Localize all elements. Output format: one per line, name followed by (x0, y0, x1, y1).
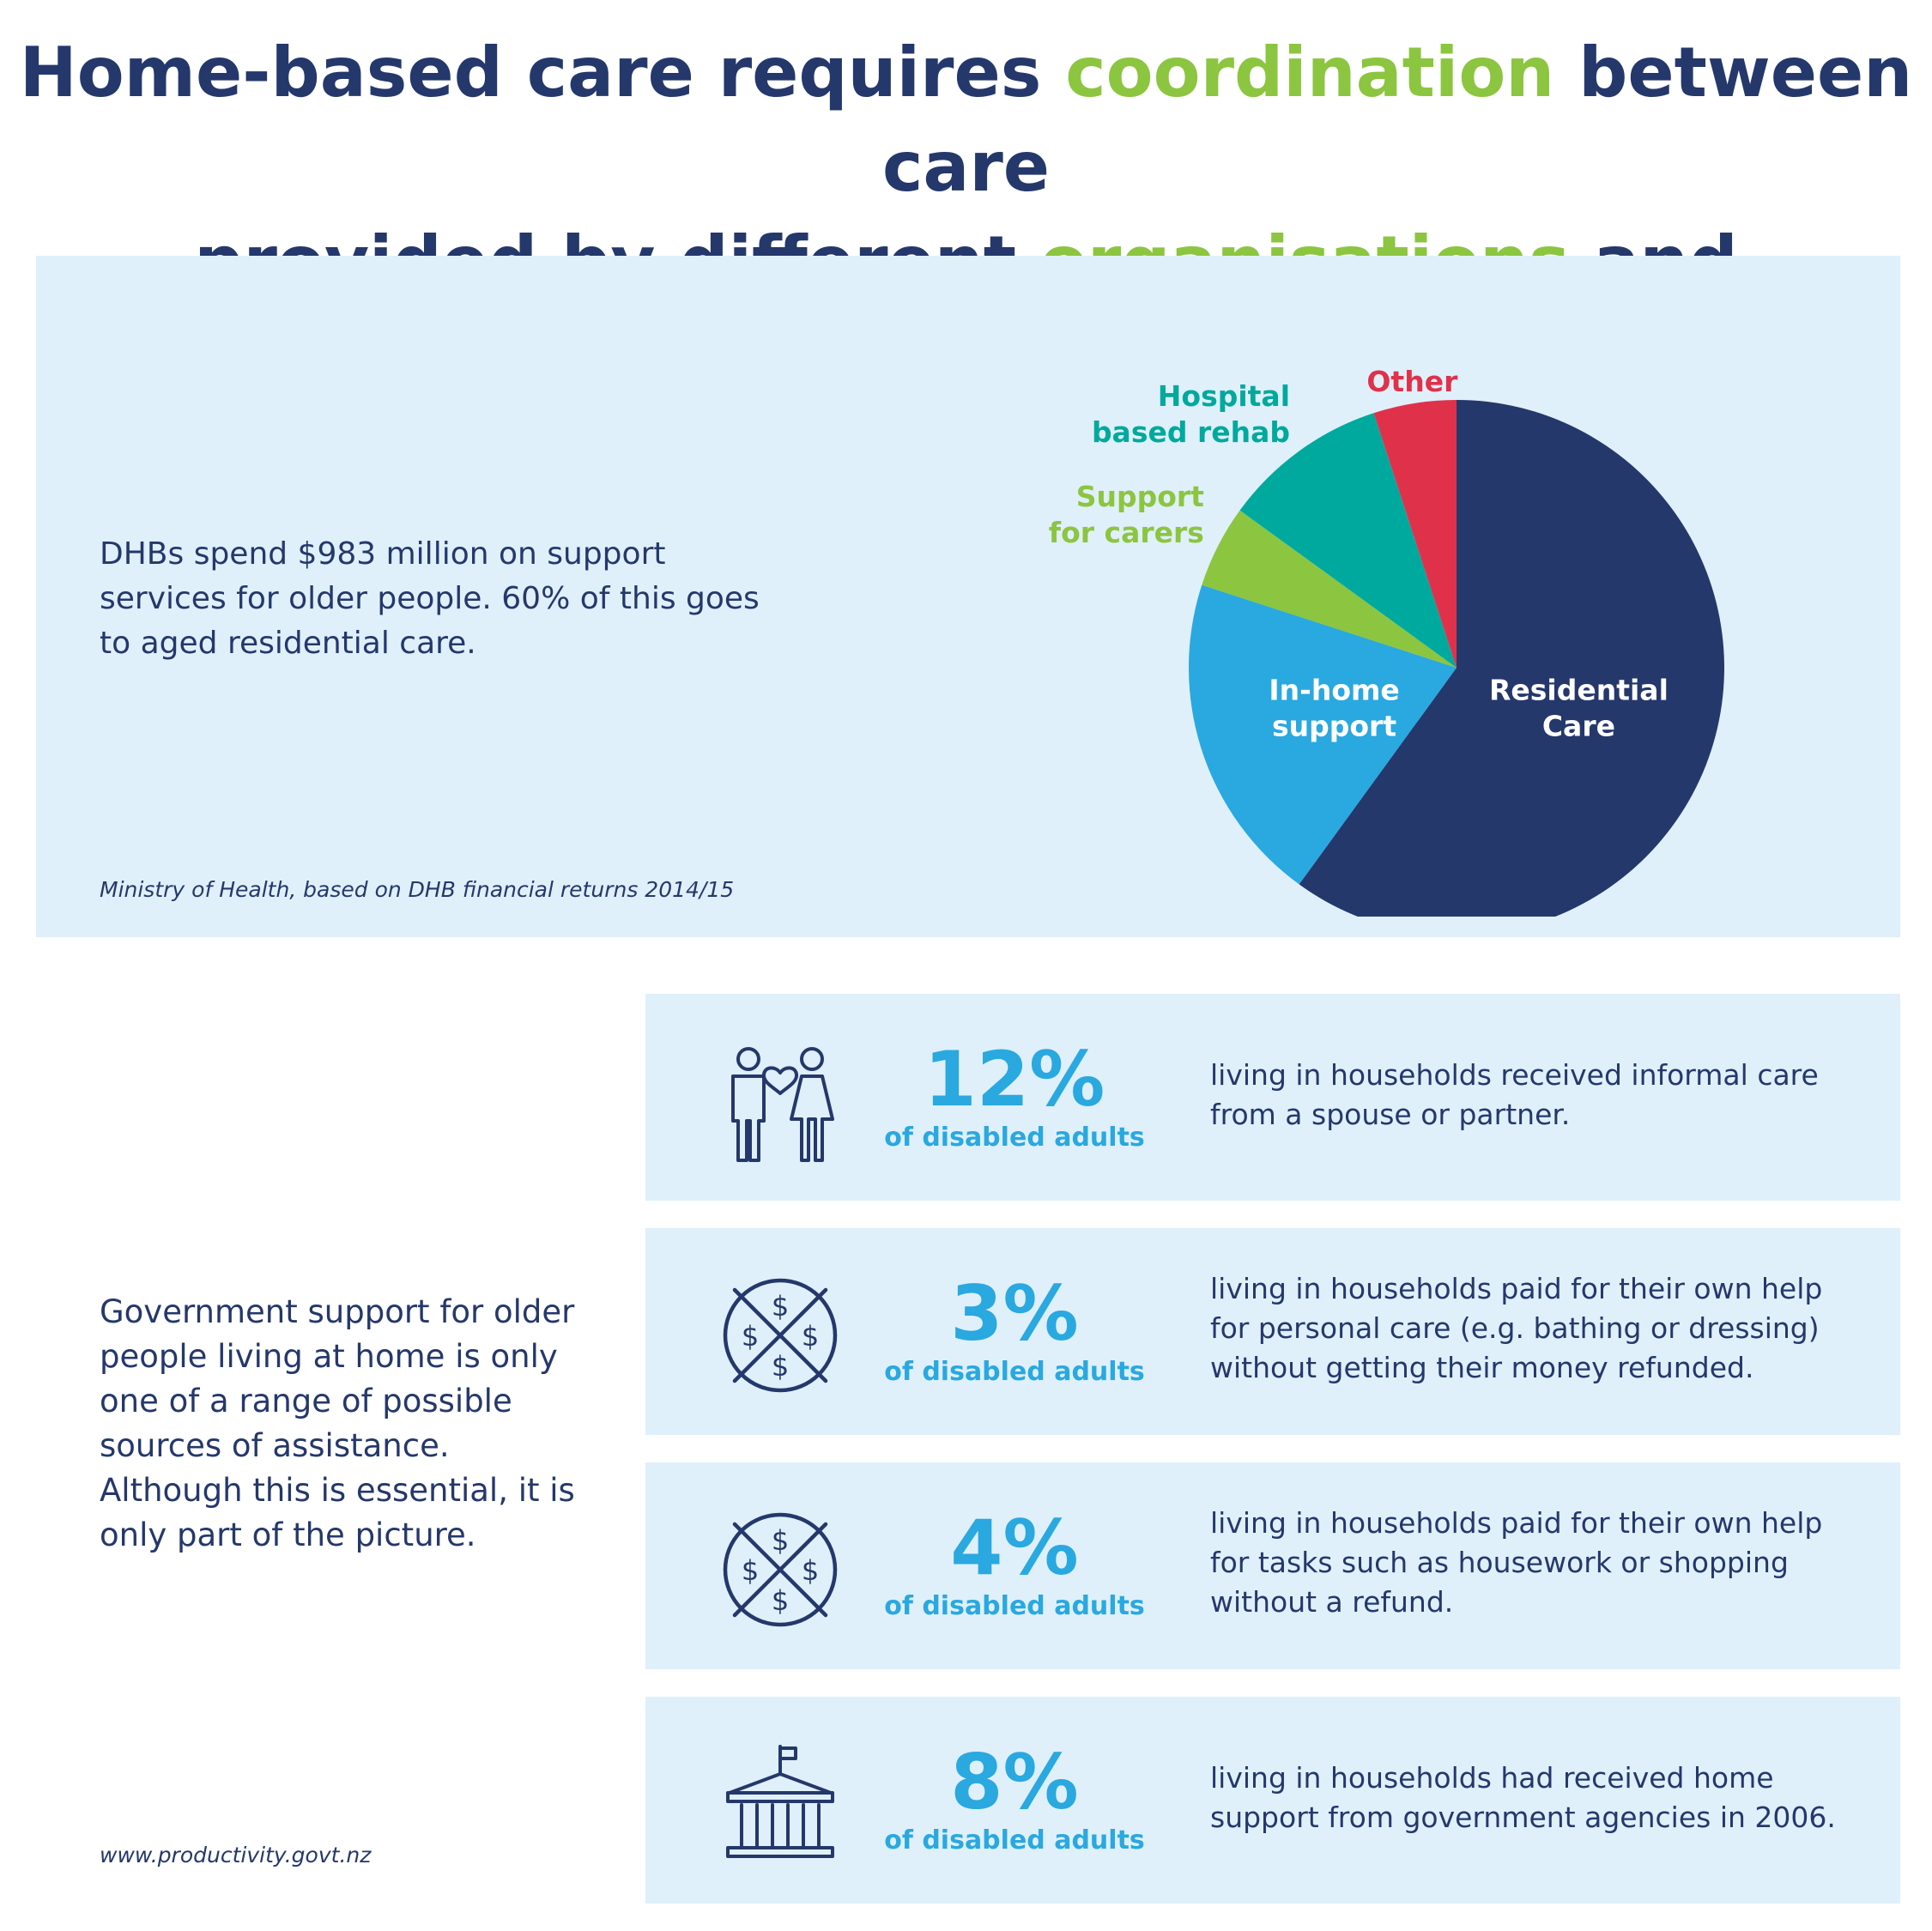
spending-pie-chart: Residential Care In-home support Support for … (1049, 365, 1724, 917)
pie-slice (1202, 510, 1457, 668)
svg-text:$: $ (772, 1290, 789, 1323)
stat-card-government-support: 8% of disabled adults living in househol… (645, 1697, 1900, 1904)
pie-slice-label: Other (1366, 365, 1458, 398)
title-highlight-coordination: coordination (1065, 33, 1555, 112)
dhb-spending-panel: DHBs spend $983 million on support servi… (36, 256, 1900, 937)
pie-slice (1373, 400, 1457, 668)
couple-icon (731, 1047, 834, 1162)
pie-slice-label: Hospital based rehab (1092, 379, 1290, 449)
title-part: Home-based care requires (19, 33, 1066, 112)
stat-percentage: 12% (924, 1035, 1105, 1123)
dhb-spending-text: DHBs spend $983 million on support servi… (100, 536, 760, 661)
government-building-icon (726, 1745, 834, 1858)
stat-percentage: 4% (950, 1504, 1079, 1592)
stat-card-spouse-care: 12% of disabled adults living in househo… (645, 994, 1900, 1201)
stat-percentage: 8% (950, 1738, 1079, 1826)
pie-slice-label: Support for carers (1049, 480, 1204, 549)
no-money-icon: $ $ $ $ (723, 1512, 838, 1627)
stat-subtitle: of disabled adults (884, 1825, 1145, 1855)
stat-description: living in households had received home s… (1210, 1761, 1836, 1834)
svg-text:$: $ (742, 1554, 759, 1587)
stat-description: living in households paid for their own … (1210, 1506, 1823, 1619)
svg-text:$: $ (772, 1350, 789, 1383)
stat-subtitle: of disabled adults (884, 1591, 1145, 1621)
stat-card-personal-care: $ $ $ $ 3% of disabled adults living in … (645, 1228, 1900, 1435)
svg-text:$: $ (802, 1554, 819, 1587)
stat-card-housework: $ $ $ $ 4% of disabled adults living in … (645, 1462, 1900, 1669)
svg-text:$: $ (772, 1524, 789, 1557)
stat-description: living in households received informal c… (1210, 1058, 1819, 1131)
svg-text:$: $ (802, 1320, 819, 1353)
no-money-icon: $ $ $ $ (723, 1278, 838, 1393)
government-support-text: Government support for older people livi… (100, 1293, 575, 1553)
pie-slice-label: Residential Care (1489, 673, 1669, 742)
svg-text:$: $ (742, 1320, 759, 1353)
stat-description: living in households paid for their own … (1210, 1272, 1823, 1384)
stat-subtitle: of disabled adults (884, 1123, 1145, 1153)
pie-slice-label: In-home support (1269, 673, 1399, 742)
pie-slice (1189, 584, 1457, 885)
stat-subtitle: of disabled adults (884, 1357, 1145, 1387)
svg-text:$: $ (772, 1584, 789, 1617)
title-part: between care (881, 33, 1913, 207)
pie-slice (1239, 413, 1457, 668)
pie-slice (1299, 400, 1724, 917)
stat-percentage: 3% (950, 1269, 1079, 1358)
dhb-source-note: Ministry of Health, based on DHB financi… (100, 877, 735, 902)
website-url: www.productivity.govt.nz (100, 1843, 372, 1867)
